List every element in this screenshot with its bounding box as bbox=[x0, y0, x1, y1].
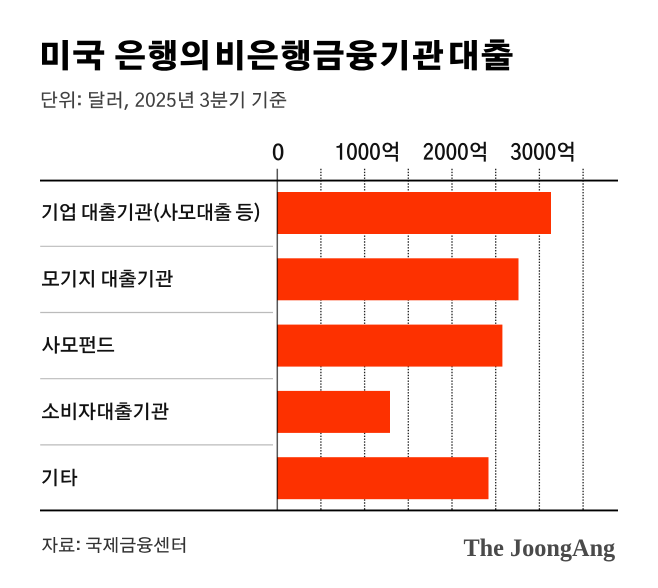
svg-text:The JoongAng: The JoongAng bbox=[464, 533, 616, 562]
